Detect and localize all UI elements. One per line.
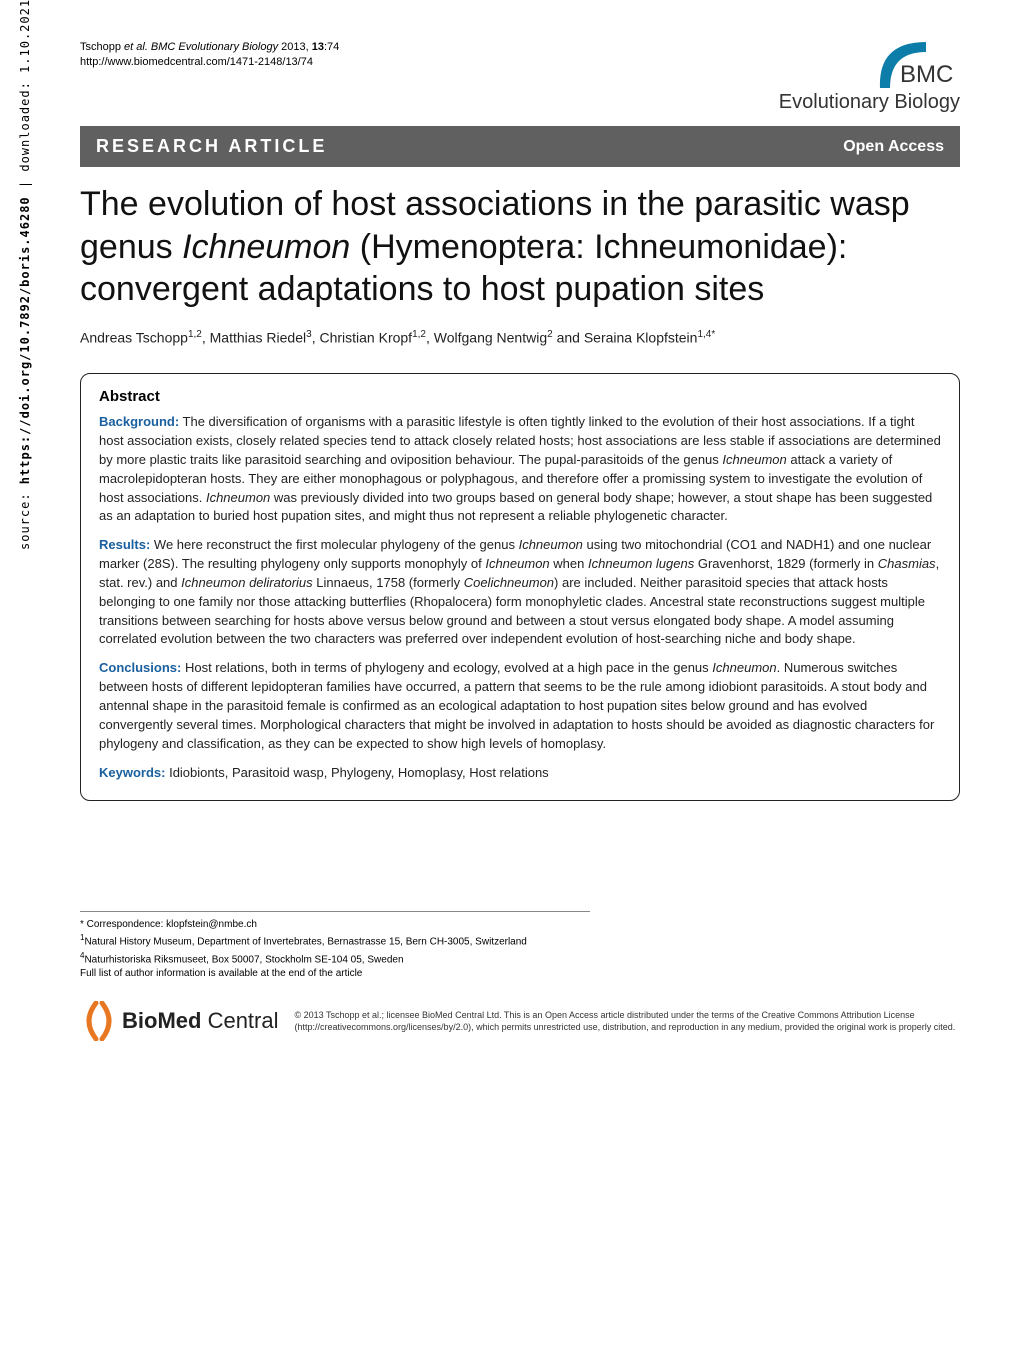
bmc-logo-text: BioMed Central bbox=[122, 1008, 279, 1034]
affiliation-4: 4Naturhistoriska Riksmuseet, Box 50007, … bbox=[80, 950, 590, 967]
source-suffix: | downloaded: 1.10.2021 bbox=[18, 0, 32, 196]
author-4: Wolfgang Nentwig bbox=[434, 329, 547, 345]
title-genus: Ichneumon bbox=[182, 228, 350, 266]
abstract-results: Results: We here reconstruct the first m… bbox=[99, 536, 941, 649]
affiliation-1: 1Natural History Museum, Department of I… bbox=[80, 932, 590, 949]
author-2: Matthias Riedel bbox=[210, 329, 307, 345]
author-list: Andreas Tschopp1,2, Matthias Riedel3, Ch… bbox=[80, 329, 960, 346]
res-p3: Gravenhorst, 1829 (formerly in bbox=[694, 556, 878, 571]
bmc-bio: Bio bbox=[122, 1008, 157, 1033]
res-i2: Ichneumon bbox=[485, 556, 549, 571]
correspondence-line: * Correspondence: klopfstein@nmbe.ch bbox=[80, 918, 590, 932]
aff1-text: Natural History Museum, Department of In… bbox=[84, 937, 526, 948]
page-container: Tschopp et al. BMC Evolutionary Biology … bbox=[0, 0, 1020, 1081]
author-5: Seraina Klopfstein bbox=[584, 329, 698, 345]
res-i5: Ichneumon deliratorius bbox=[181, 575, 313, 590]
article-title: The evolution of host associations in th… bbox=[80, 183, 960, 311]
citation-vol: 13 bbox=[312, 41, 324, 53]
author-5-aff: 1,4* bbox=[697, 329, 715, 340]
citation-journal: et al. BMC Evolutionary Biology bbox=[124, 41, 278, 53]
conclusions-label: Conclusions: bbox=[99, 660, 181, 675]
citation-post: 2013, bbox=[278, 41, 312, 53]
sep-12: , bbox=[202, 329, 210, 345]
res-i1: Ichneumon bbox=[519, 537, 583, 552]
citation-url: http://www.biomedcentral.com/1471-2148/1… bbox=[80, 56, 313, 68]
abstract-heading: Abstract bbox=[99, 388, 941, 405]
logo-journal-text: Evolutionary Biology bbox=[779, 91, 960, 113]
article-type-banner: RESEARCH ARTICLE Open Access bbox=[80, 126, 960, 167]
abstract-keywords: Keywords: Idiobionts, Parasitoid wasp, P… bbox=[99, 764, 941, 783]
citation-pre: Tschopp bbox=[80, 41, 124, 53]
full-list-note: Full list of author information is avail… bbox=[80, 967, 590, 981]
abstract-conclusions: Conclusions: Host relations, both in ter… bbox=[99, 659, 941, 753]
res-i4: Chasmias bbox=[878, 556, 936, 571]
results-pre: We here reconstruct the first molecular … bbox=[150, 537, 518, 552]
bg-genus-1: Ichneumon bbox=[722, 452, 786, 467]
author-1-aff: 1,2 bbox=[188, 329, 202, 340]
author-3: Christian Kropf bbox=[319, 329, 412, 345]
copyright-text: © 2013 Tschopp et al.; licensee BioMed C… bbox=[295, 1009, 961, 1033]
author-3-aff: 1,2 bbox=[412, 329, 426, 340]
bg-genus-2: Ichneumon bbox=[206, 490, 270, 505]
keywords-text: Idiobionts, Parasitoid wasp, Phylogeny, … bbox=[165, 765, 548, 780]
aff4-text: Naturhistoriska Riksmuseet, Box 50007, S… bbox=[84, 954, 403, 965]
journal-logo: BMC Evolutionary Biology bbox=[779, 40, 960, 114]
res-p5: Linnaeus, 1758 (formerly bbox=[313, 575, 464, 590]
logo-journal-name: Evolutionary Biology bbox=[779, 91, 960, 114]
citation-page: :74 bbox=[324, 41, 339, 53]
con-i1: Ichneumon bbox=[712, 660, 776, 675]
biomed-central-logo: BioMed Central bbox=[80, 1001, 279, 1041]
res-i6: Coelichneumon bbox=[464, 575, 554, 590]
results-label: Results: bbox=[99, 537, 150, 552]
res-i3: Ichneumon lugens bbox=[588, 556, 694, 571]
res-p2: when bbox=[550, 556, 588, 571]
source-prefix: source: bbox=[18, 484, 32, 550]
bmc-swoosh-icon: BMC bbox=[830, 40, 960, 90]
citation-block: Tschopp et al. BMC Evolutionary Biology … bbox=[80, 40, 339, 71]
sep-34: , bbox=[426, 329, 434, 345]
author-1: Andreas Tschopp bbox=[80, 329, 188, 345]
footer-row: BioMed Central © 2013 Tschopp et al.; li… bbox=[80, 1001, 960, 1041]
source-strip: source: https://doi.org/10.7892/boris.46… bbox=[18, 0, 32, 550]
correspondence-block: * Correspondence: klopfstein@nmbe.ch 1Na… bbox=[80, 911, 590, 981]
bmc-paren-icon bbox=[80, 1001, 116, 1041]
conclusions-pre: Host relations, both in terms of phyloge… bbox=[181, 660, 712, 675]
keywords-label: Keywords: bbox=[99, 765, 165, 780]
source-url: https://doi.org/10.7892/boris.46280 bbox=[18, 196, 32, 484]
bmc-central: Central bbox=[201, 1008, 278, 1033]
background-label: Background: bbox=[99, 414, 179, 429]
logo-bmc-text: BMC bbox=[900, 61, 953, 88]
banner-right: Open Access bbox=[843, 138, 944, 156]
abstract-box: Abstract Background: The diversification… bbox=[80, 373, 960, 801]
banner-left: RESEARCH ARTICLE bbox=[96, 136, 327, 157]
bmc-med: Med bbox=[157, 1008, 201, 1033]
sep-45: and bbox=[553, 329, 584, 345]
header-row: Tschopp et al. BMC Evolutionary Biology … bbox=[80, 40, 960, 114]
abstract-background: Background: The diversification of organ… bbox=[99, 413, 941, 526]
